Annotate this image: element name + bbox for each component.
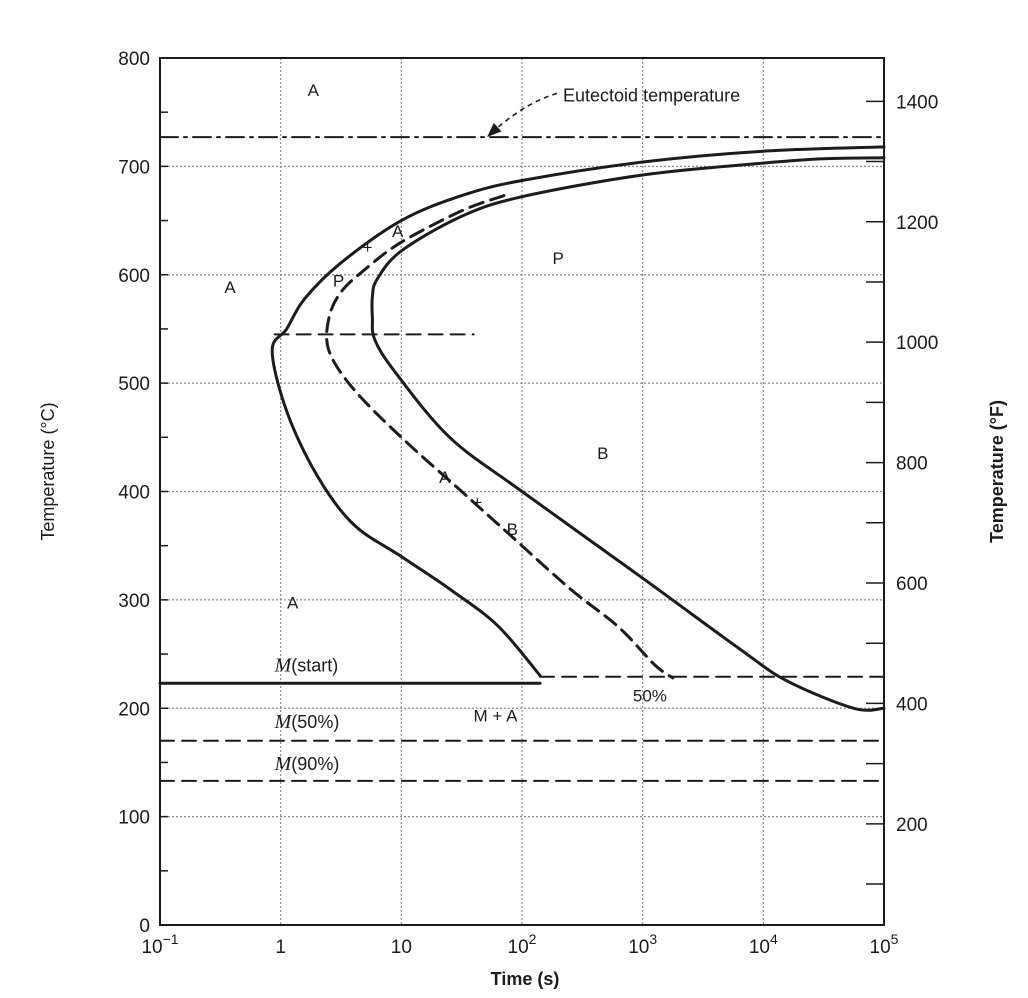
curve-mark: P (333, 272, 344, 291)
region-label: B (597, 444, 608, 463)
y2-tick-label: 400 (896, 694, 928, 715)
y2-tick-label: 1000 (896, 333, 938, 354)
curve-mark: B (507, 520, 518, 539)
y2-tick-label: 600 (896, 574, 928, 595)
x-tick-label: 1 (275, 937, 286, 958)
x-tick-label: 104 (749, 931, 778, 958)
y-tick-label: 400 (118, 483, 150, 504)
y-axis-title: Temperature (°C) (38, 402, 58, 540)
curve-mark: + (363, 238, 373, 257)
axis-titles: Time (s) Temperature (°C) Temperature (°… (38, 400, 1007, 989)
martensite-label: M(start) (274, 654, 339, 676)
y-tick-label: 100 (118, 808, 150, 829)
grid (160, 58, 884, 925)
y2-tick-label: 1200 (896, 213, 938, 234)
martensite-label: M(90%) (274, 753, 340, 775)
curve-mark: A (439, 468, 451, 487)
y-tick-label: 700 (118, 157, 150, 178)
region-label: 50% (633, 687, 667, 706)
region-label: P (553, 249, 564, 268)
region-labels: Eutectoid temperature A A A P B M + A 50% M(star… (224, 81, 740, 775)
curve-mark: A (392, 222, 404, 241)
x-axis-title: Time (s) (491, 969, 560, 989)
martensite-label: M(50%) (274, 711, 340, 733)
x-tick-label: 10 (391, 937, 412, 958)
plot-frame (159, 57, 885, 926)
tick-labels: 0 100 200 300 400 500 600 700 800 200 400 600 800 100… (118, 49, 938, 958)
y-tick-label: 300 (118, 591, 150, 612)
y-tick-label: 800 (118, 49, 150, 70)
region-label: M + A (473, 706, 518, 725)
region-label: A (287, 594, 299, 613)
annotation-arrow (487, 92, 558, 138)
x-tick-label: 105 (870, 931, 899, 958)
x-tick-label: 102 (508, 931, 537, 958)
y-tick-label: 500 (118, 374, 150, 395)
y-tick-label: 200 (118, 699, 150, 720)
y-tick-label: 0 (139, 916, 150, 937)
y2-tick-label: 800 (896, 454, 928, 475)
annotation-eutectoid: Eutectoid temperature (563, 85, 740, 105)
curve-50-transformation (325, 194, 675, 680)
x-tick-label: 10−1 (141, 931, 178, 958)
region-label: A (224, 278, 236, 297)
y2-tick-label: 200 (896, 815, 928, 836)
x-tick-label: 103 (628, 931, 657, 958)
curve-marks: P + A A + B (333, 222, 518, 539)
curves (158, 136, 886, 782)
y-tick-label: 600 (118, 266, 150, 287)
curve-mark: + (472, 493, 482, 512)
curve-transformation-finish (370, 156, 886, 712)
y2-axis-title: Temperature (°F) (987, 400, 1007, 543)
curve-transformation-start (270, 145, 886, 678)
region-label: A (308, 81, 320, 100)
y2-tick-label: 1400 (896, 92, 938, 113)
